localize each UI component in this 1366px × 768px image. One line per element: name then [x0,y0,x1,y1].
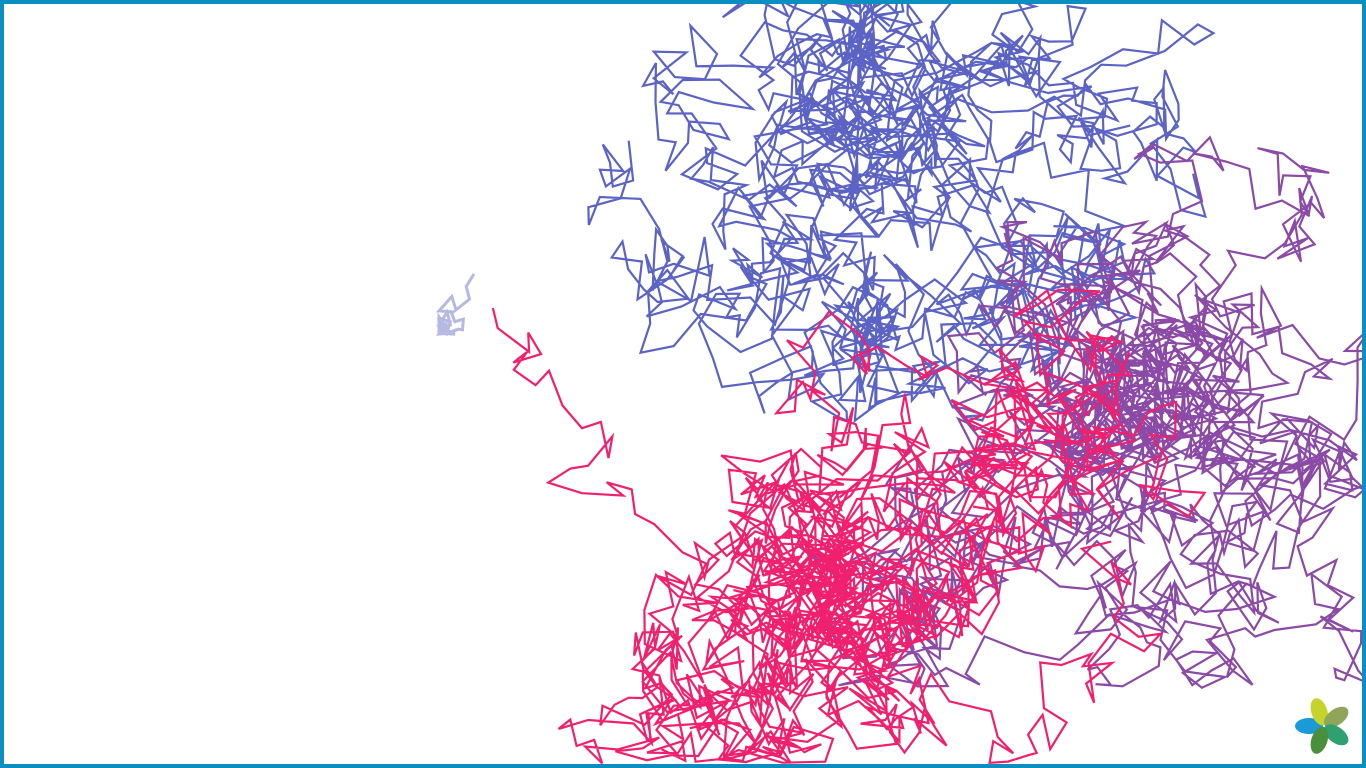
random-walk-drawing [4,4,1362,764]
walk-paths-layer [493,4,1362,763]
flower-logo-icon [1288,690,1358,760]
cursor-trail-path [439,274,474,334]
cursor-trail [439,274,474,334]
